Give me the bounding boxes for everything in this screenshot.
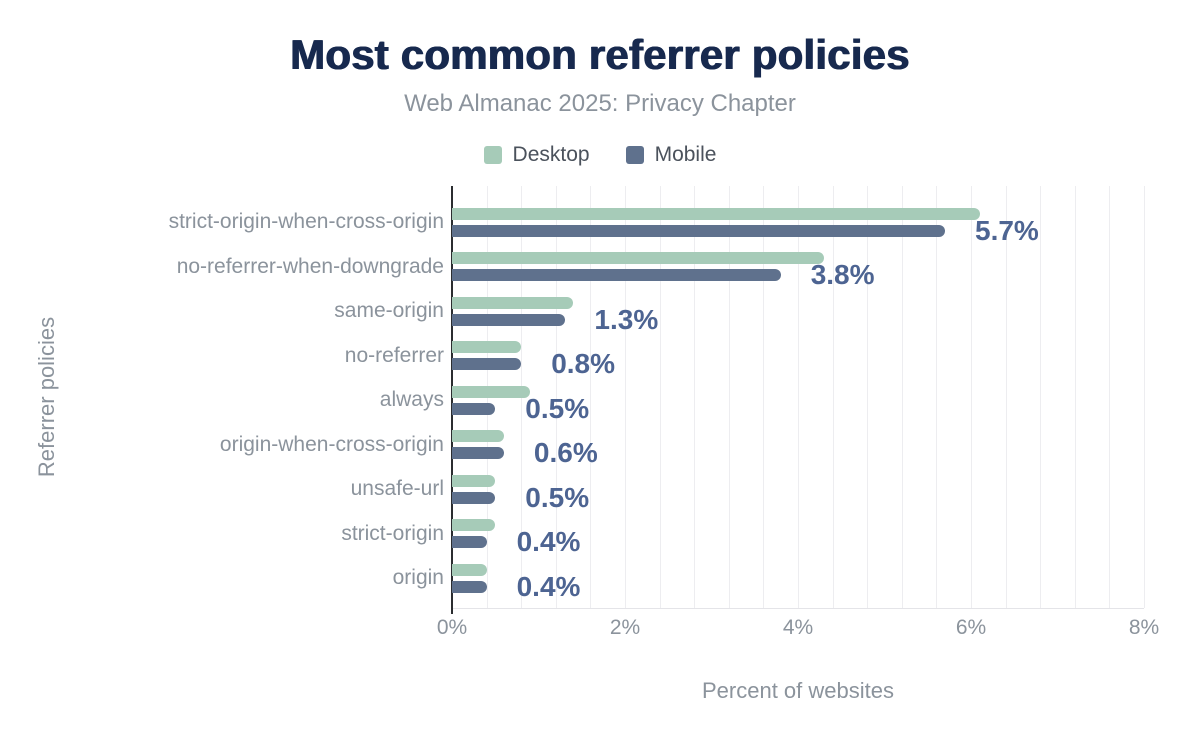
mobile-bar xyxy=(452,580,487,593)
category-label: same-origin xyxy=(334,299,444,322)
category-label: no-referrer-when-downgrade xyxy=(176,254,444,278)
mobile-bar xyxy=(452,402,496,415)
mobile-bar xyxy=(452,491,496,504)
legend-item-mobile[interactable]: Mobile xyxy=(625,143,717,167)
mobile-legend-label: Mobile xyxy=(654,143,717,166)
x-tick-label: 0% xyxy=(436,616,468,639)
gridline xyxy=(936,186,938,608)
value-label: 3.8% xyxy=(810,259,875,290)
gridline xyxy=(832,186,834,608)
x-tick-label: 8% xyxy=(1128,616,1160,639)
value-label: 0.6% xyxy=(533,437,598,468)
category-label: strict-origin-when-cross-origin xyxy=(168,210,444,233)
value-label: 0.5% xyxy=(525,392,590,424)
desktop-bar xyxy=(452,385,530,398)
mobile-swatch-icon xyxy=(625,146,644,164)
desktop-bar xyxy=(452,519,496,531)
mobile-bar xyxy=(452,447,504,459)
desktop-bar xyxy=(452,430,504,442)
plot-area: strict-origin-when-cross-origin 5.7% no-re… xyxy=(169,186,1159,639)
value-label: 0.4% xyxy=(516,526,581,557)
value-label: 0.8% xyxy=(551,348,616,379)
gridline xyxy=(763,186,765,608)
gridline xyxy=(1074,186,1076,608)
category-label: origin xyxy=(392,566,444,589)
gridline xyxy=(625,186,626,608)
desktop-bar xyxy=(452,296,574,309)
x-tick-label: 6% xyxy=(955,616,987,639)
gridline xyxy=(798,186,799,608)
desktop-bar xyxy=(452,474,496,487)
gridline xyxy=(1109,186,1111,608)
value-label: 0.5% xyxy=(525,481,590,513)
category-label: unsafe-url xyxy=(350,477,444,500)
gridline xyxy=(659,186,661,608)
chart-subtitle: Web Almanac 2025: Privacy Chapter xyxy=(404,90,796,117)
gridline xyxy=(1005,186,1007,608)
x-axis-title: Percent of websites xyxy=(702,678,894,703)
mobile-bar xyxy=(452,536,487,548)
category-label: strict-origin xyxy=(341,521,444,545)
gridline xyxy=(867,186,869,608)
mobile-bar xyxy=(452,358,522,370)
value-label: 5.7% xyxy=(975,214,1039,246)
gridline xyxy=(971,186,972,608)
gridline xyxy=(901,186,903,608)
value-label: 1.3% xyxy=(594,303,659,335)
gridline xyxy=(1040,186,1042,608)
desktop-bar xyxy=(452,207,980,220)
gridline xyxy=(728,186,730,608)
legend-item-desktop[interactable]: Desktop xyxy=(483,143,590,167)
mobile-bar xyxy=(452,313,565,326)
gridline xyxy=(1144,186,1145,608)
category-label: no-referrer xyxy=(344,343,444,367)
category-label: always xyxy=(379,388,444,411)
chart-title: Most common referrer policies xyxy=(290,31,910,78)
gridline xyxy=(590,186,592,608)
desktop-bar xyxy=(452,341,522,353)
category-label: origin-when-cross-origin xyxy=(219,432,444,456)
mobile-bar xyxy=(452,269,781,281)
desktop-bar xyxy=(452,563,487,576)
value-label: 0.4% xyxy=(516,570,581,602)
legend: Desktop Mobile xyxy=(0,143,1200,167)
x-tick-label: 2% xyxy=(609,616,641,639)
x-tick-label: 4% xyxy=(782,616,814,639)
gridline xyxy=(555,186,557,608)
desktop-swatch-icon xyxy=(483,146,502,164)
desktop-bar xyxy=(452,252,824,264)
mobile-bar xyxy=(452,224,946,237)
gridline xyxy=(694,186,696,608)
y-axis-line xyxy=(451,186,453,614)
x-axis-line xyxy=(452,608,1144,609)
desktop-legend-label: Desktop xyxy=(512,143,590,166)
